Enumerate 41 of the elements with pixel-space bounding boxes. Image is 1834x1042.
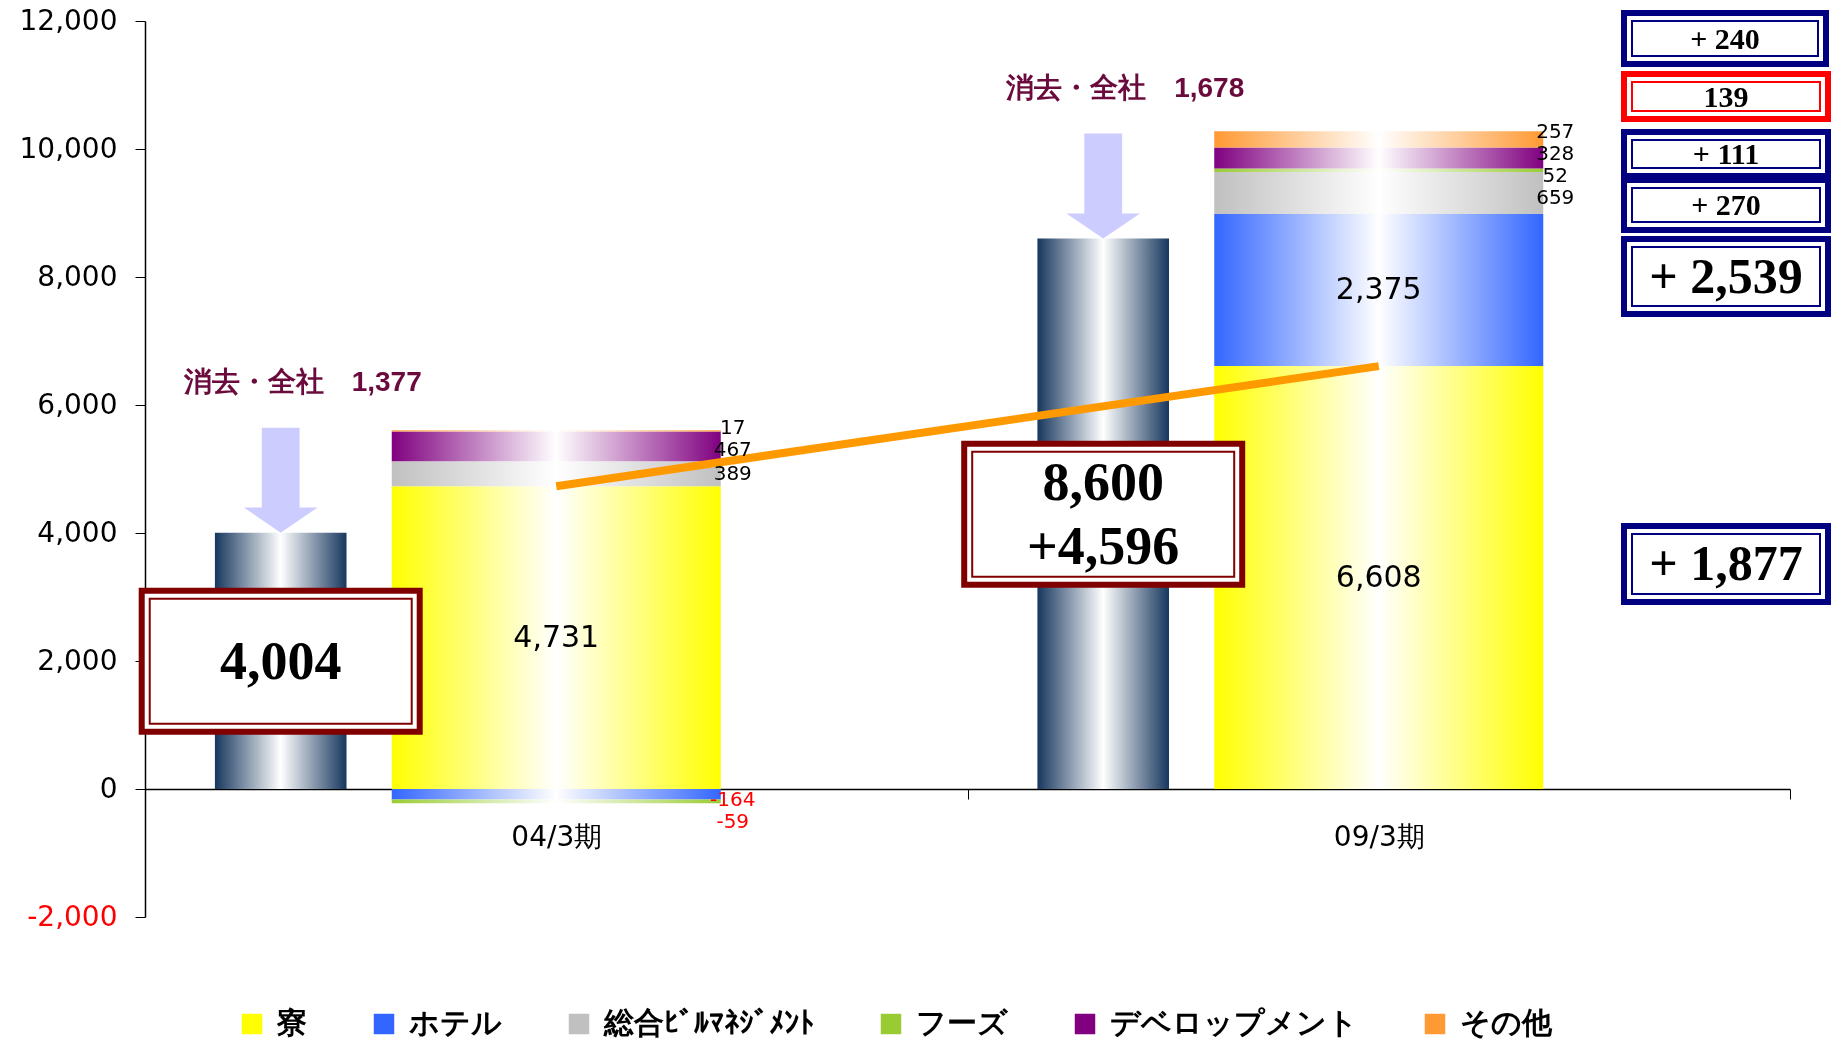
data-label: 257: [1536, 119, 1575, 144]
bar: [1214, 214, 1544, 367]
data-label: 4,731: [513, 618, 600, 654]
annotation: 消去・全社 1,678: [1005, 71, 1245, 103]
annotation: 消去・全社 1,377: [182, 365, 422, 397]
y-tick-label: 12,000: [19, 3, 118, 37]
x-tick-label: 09/3期: [1333, 819, 1425, 853]
annotation: + 240: [1690, 21, 1760, 55]
data-label: 17: [720, 414, 746, 439]
y-tick-label: 4,000: [37, 515, 118, 549]
y-tick-label: -2,000: [27, 899, 118, 933]
annotation: + 1,877: [1649, 535, 1803, 591]
bar: [391, 486, 721, 789]
annotation: + 111: [1692, 137, 1760, 170]
legend-label: フーズ: [916, 1005, 1009, 1040]
data-label: -164: [710, 787, 756, 811]
x-tick-label: 04/3期: [511, 819, 603, 853]
data-label: 4,004: [219, 630, 342, 691]
y-tick-label: 6,000: [37, 387, 118, 421]
legend-label: デベロップメント: [1110, 1005, 1358, 1040]
data-label: 6,608: [1335, 558, 1422, 594]
data-label: 389: [713, 460, 752, 485]
y-tick-label: 2,000: [37, 643, 118, 677]
annotation: +4,596: [1027, 515, 1180, 576]
bar: [1214, 168, 1544, 172]
annotation: + 270: [1691, 188, 1761, 221]
y-tick-label: 8,000: [37, 259, 118, 293]
annotation: 139: [1703, 79, 1749, 113]
legend-label: その他: [1460, 1005, 1553, 1040]
data-label: 52: [1542, 163, 1568, 188]
data-label: 659: [1536, 185, 1575, 210]
y-tick-label: 0: [99, 771, 118, 805]
legend-label: 総合ﾋﾞﾙﾏﾈｼﾞﾒﾝﾄ: [603, 1005, 814, 1040]
legend-label: ホテル: [409, 1005, 502, 1040]
data-label: -59: [716, 809, 750, 833]
y-tick-label: 10,000: [19, 131, 118, 165]
data-label: 8,600: [1042, 451, 1164, 512]
legend-label: 寮: [276, 1005, 307, 1040]
bar: [1214, 366, 1544, 789]
data-label: 2,375: [1335, 271, 1422, 307]
annotation: + 2,539: [1649, 247, 1803, 304]
